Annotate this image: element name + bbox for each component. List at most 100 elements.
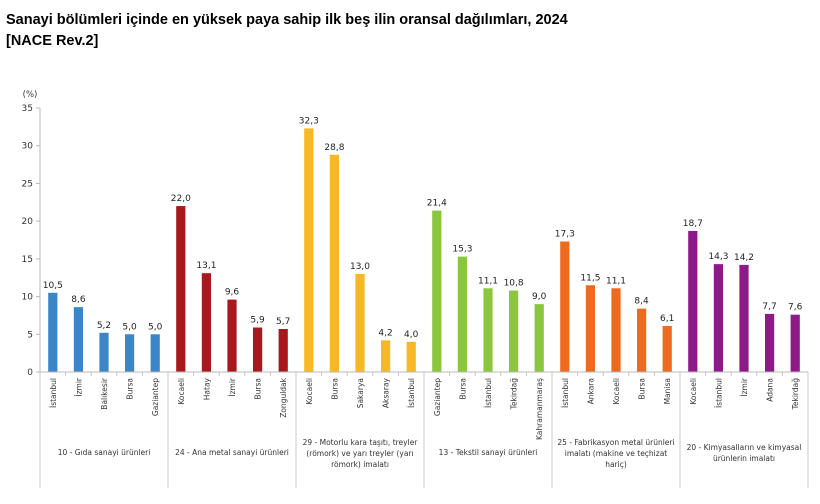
bar [73, 307, 84, 372]
bar-value-label: 7,7 [762, 302, 776, 312]
bar-value-label: 18,7 [683, 219, 703, 229]
x-category-label: İstanbul [49, 378, 58, 408]
x-category-label: Tekirdağ [791, 378, 800, 411]
bar-value-label: 4,0 [404, 330, 419, 340]
x-category-label: İzmir [740, 377, 749, 397]
bar [227, 299, 237, 372]
bar [508, 290, 519, 372]
x-category-label: Ankara [586, 378, 595, 404]
x-category-label: Bursa [638, 378, 647, 400]
x-category-label: İzmir [228, 377, 237, 397]
bar [560, 241, 570, 372]
x-category-label: Zonguldak [279, 377, 288, 417]
bar-value-label: 5,0 [122, 322, 137, 332]
bar [48, 292, 58, 372]
group-label: (römork) ve yarı treyler (yarı [306, 449, 413, 458]
y-tick-label: 20 [22, 217, 34, 227]
y-tick-label: 25 [22, 179, 33, 189]
bar-value-label: 17,3 [555, 230, 575, 240]
group-label: ürünlerin imalatı [713, 454, 775, 463]
bar [585, 285, 596, 372]
x-category-label: Kocaeli [305, 378, 314, 405]
bar [150, 334, 160, 372]
bar [252, 327, 263, 372]
bar [611, 288, 621, 372]
bar [483, 288, 493, 372]
chart-title-line-2: [NACE Rev.2] [6, 33, 99, 49]
x-category-label: Balıkesir [100, 377, 109, 410]
x-category-label: Bursa [126, 378, 135, 400]
y-tick-label: 5 [27, 330, 33, 340]
bar-value-label: 9,6 [225, 288, 240, 298]
bar [739, 264, 749, 372]
bars-layer: 10,5 8,6 5,2 5,0 5,0 22,0 13,1 9,6 5,9 5,7 32,3 28,… [43, 116, 803, 372]
bar-value-label: 5,2 [97, 321, 111, 331]
y-tick-label: 15 [22, 255, 33, 265]
bar [329, 154, 340, 372]
bar-value-label: 14,3 [708, 252, 728, 262]
bar [662, 325, 672, 372]
bar-value-label: 14,2 [734, 253, 754, 263]
bar [201, 273, 212, 372]
x-category-label: Gaziantep [433, 378, 442, 416]
bar-value-label: 11,1 [606, 276, 626, 286]
bar-value-label: 6,1 [660, 314, 674, 324]
bar [304, 128, 314, 372]
x-category-label: Bursa [330, 378, 339, 400]
bar-value-label: 21,4 [427, 199, 447, 209]
x-category-label: Sakarya [356, 378, 365, 408]
x-category-label: İstanbul [561, 378, 570, 408]
x-axis: İstanbul İzmir Balıkesir Bursa Gaziantep 10 -… [39, 371, 809, 488]
bar [713, 264, 724, 372]
y-axis: 0 5 10 15 20 25 30 35 [22, 104, 41, 378]
group-label: römork) imalatı [331, 460, 389, 469]
x-category-label: Bursa [254, 378, 263, 400]
bar [99, 332, 109, 372]
group-label: 29 - Motorlu kara taşıtı, treyler [303, 438, 419, 447]
group-label: 25 - Fabrikasyon metal ürünleri [557, 438, 674, 447]
bar [380, 340, 391, 372]
bar-value-label: 5,7 [276, 317, 290, 327]
bar-value-label: 7,6 [788, 303, 803, 313]
bar-value-label: 9,0 [532, 292, 547, 302]
bar [124, 334, 135, 372]
x-category-label: Kocaeli [689, 378, 698, 405]
bar [534, 304, 544, 372]
bar-value-label: 8,4 [634, 297, 649, 307]
bar [355, 273, 365, 372]
bar-value-label: 28,8 [324, 143, 344, 153]
bar-value-label: 32,3 [299, 116, 319, 126]
bar [406, 341, 416, 372]
bar-value-label: 5,9 [250, 315, 265, 325]
group-label: 20 - Kimyasalların ve kimyasal [687, 443, 802, 452]
bar [176, 206, 186, 372]
group-label: imalatı (makine ve teçhizat [565, 449, 668, 458]
bar [790, 314, 800, 372]
x-category-label: Kocaeli [612, 378, 621, 405]
x-category-label: İstanbul [714, 378, 723, 408]
x-category-label: Manisa [663, 378, 672, 404]
bar [636, 308, 647, 372]
group-label: hariç) [605, 460, 627, 469]
bar-value-label: 4,2 [378, 328, 392, 338]
bar [688, 230, 698, 372]
x-category-label: Adana [766, 378, 775, 402]
x-category-label: Bursa [458, 378, 467, 400]
x-category-label: İstanbul [407, 378, 416, 408]
bar-value-label: 8,6 [71, 295, 86, 305]
group-label: 10 - Gıda sanayi ürünleri [58, 448, 151, 457]
x-category-label: Aksaray [382, 377, 391, 408]
bar [457, 256, 468, 372]
bar-value-label: 13,1 [196, 261, 216, 271]
x-category-label: Hatay [202, 377, 211, 400]
bar [764, 313, 775, 372]
x-category-label: Gaziantep [151, 378, 160, 416]
y-tick-label: 0 [27, 368, 33, 378]
bar-value-label: 13,0 [350, 262, 370, 272]
bar [278, 329, 288, 372]
x-category-label: İzmir [74, 377, 83, 397]
y-tick-label: 35 [22, 104, 33, 114]
bar-value-label: 15,3 [452, 245, 472, 255]
group-label: 13 - Tekstil sanayi ürünleri [439, 448, 538, 457]
bar-value-label: 11,5 [580, 273, 600, 283]
